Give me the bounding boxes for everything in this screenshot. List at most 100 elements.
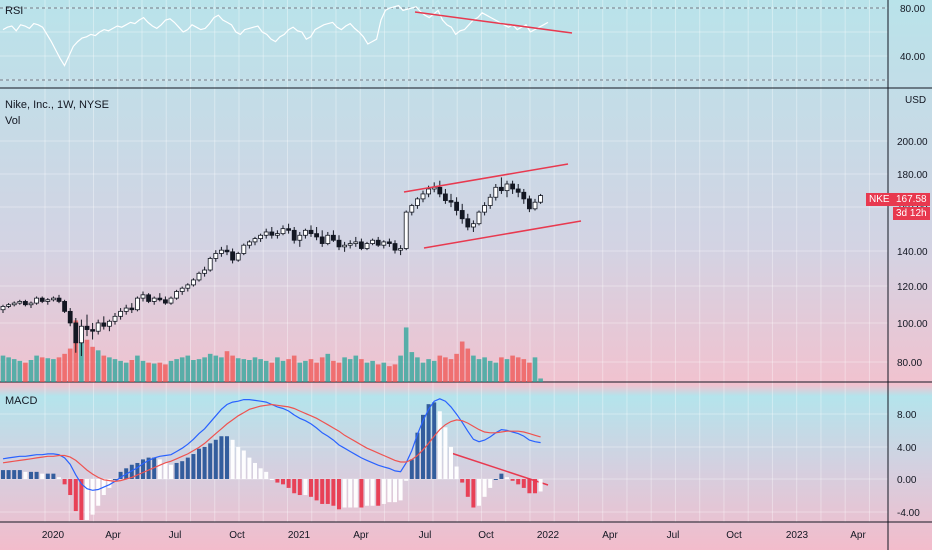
candle [258, 233, 264, 242]
macd-histogram-bar [236, 446, 241, 479]
candle [269, 227, 275, 239]
candle [51, 296, 56, 302]
time-axis-label: Oct [229, 530, 245, 541]
candle-body [0, 305, 6, 311]
candle-body [297, 234, 303, 241]
rsi-divergence-line [414, 11, 573, 34]
macd-histogram-bar [348, 479, 353, 508]
candle-body [342, 244, 348, 248]
candle [22, 299, 28, 307]
volume-bar [269, 362, 275, 382]
candle [157, 293, 163, 302]
candle-body [493, 186, 499, 198]
volume-bar [230, 355, 235, 382]
macd-histogram-bar [6, 470, 11, 479]
macd-histogram-bar [45, 473, 50, 479]
volume-bar [347, 359, 353, 382]
volume-bar [95, 350, 101, 382]
macd-histogram-bar [437, 411, 442, 479]
candle [246, 240, 252, 249]
candle-body [426, 188, 432, 195]
volume-bar [258, 359, 263, 382]
time-axis-label: 2023 [786, 530, 809, 541]
candle-body [22, 301, 28, 306]
candle-body [403, 211, 409, 249]
candle [493, 184, 499, 201]
candle [241, 243, 247, 256]
macd-histogram-bar [286, 479, 291, 488]
macd-histogram-bar [180, 461, 185, 479]
candle [291, 227, 297, 244]
volume-bar [342, 357, 347, 382]
candle-body [274, 233, 280, 236]
candle-body [101, 322, 107, 327]
candle-body [358, 241, 364, 249]
candle [17, 299, 23, 305]
candle [56, 294, 62, 304]
macd-histogram-bar [488, 479, 493, 488]
candle-body [465, 218, 471, 228]
macd-histogram-bar [387, 479, 392, 503]
volume-bar [437, 355, 443, 382]
candle-body [258, 234, 264, 239]
macd-histogram-bar [275, 479, 280, 483]
candle-body [269, 231, 275, 236]
candle [230, 248, 236, 264]
macd-histogram-bar [337, 479, 341, 510]
macd-divergence-line [450, 452, 549, 486]
candle [308, 225, 314, 237]
macd-histogram-bar [499, 473, 504, 479]
candle [151, 296, 157, 305]
rsi-panel [2, 4, 549, 67]
candle [538, 193, 543, 204]
candle [386, 238, 392, 247]
candle [515, 184, 521, 198]
candle [454, 197, 460, 216]
macd-histogram-bar [163, 462, 168, 479]
signal-line [2, 403, 541, 483]
axes: 80.0040.00200.00180.00160.00140.00120.00… [42, 4, 928, 541]
candle [297, 231, 303, 247]
macd-histogram-bar [454, 466, 459, 479]
channel-lower-line [423, 220, 582, 249]
volume-bar [319, 357, 325, 382]
macd-histogram-bar [85, 479, 89, 520]
candle [325, 231, 331, 246]
volume-bar [213, 355, 219, 382]
candle-body [84, 325, 90, 330]
price-tick-label: 120.00 [897, 282, 928, 293]
volume-bar [202, 357, 207, 382]
candle-body [263, 231, 269, 236]
macd-histogram-bar [230, 439, 235, 479]
candle-body [347, 243, 353, 246]
volume-bar [263, 360, 269, 382]
candle-body [28, 302, 34, 306]
volume-bar [241, 359, 247, 382]
candle-body [17, 301, 23, 304]
macd-histogram-bar [370, 479, 375, 506]
macd-histogram-bar [443, 427, 448, 479]
countdown-badge: 3d 12h [893, 207, 930, 220]
time-axis-label: Jul [419, 530, 432, 541]
candle-body [56, 297, 62, 302]
candle-body [134, 297, 140, 311]
candle-body [95, 322, 101, 332]
macd-histogram-bar [533, 479, 537, 494]
volume-bar [443, 357, 448, 382]
candle [358, 238, 364, 251]
candle [470, 220, 476, 232]
candle [510, 180, 516, 194]
macd-tick-label: 4.00 [897, 443, 917, 454]
volume-bar [45, 358, 51, 382]
candle [448, 193, 454, 208]
candle-body [67, 310, 73, 324]
macd-histogram-bar [264, 471, 269, 479]
candle [342, 241, 348, 252]
volume-bar [101, 355, 107, 382]
volume-bar [532, 357, 538, 382]
candle [118, 308, 123, 320]
volume-bar [493, 362, 499, 382]
candle-body [319, 236, 325, 244]
